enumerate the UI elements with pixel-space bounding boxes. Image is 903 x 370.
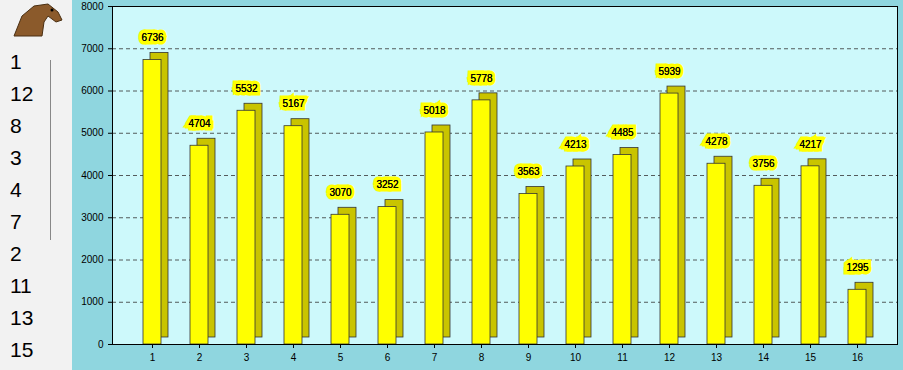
svg-text:1: 1 <box>150 352 156 363</box>
svg-text:6: 6 <box>385 352 391 363</box>
html-text:8: 8 <box>10 114 22 137</box>
svg-text:5018: 5018 <box>423 105 446 116</box>
svg-text:4278: 4278 <box>705 136 728 147</box>
svg-text:3756: 3756 <box>752 158 775 169</box>
svg-text:4485: 4485 <box>611 127 634 138</box>
svg-text:6000: 6000 <box>81 85 104 96</box>
svg-text:16: 16 <box>852 352 864 363</box>
svg-text:12: 12 <box>664 352 676 363</box>
svg-text:6736: 6736 <box>141 32 164 43</box>
svg-text:5018: 5018 <box>423 105 446 116</box>
svg-text:1295: 1295 <box>846 262 869 273</box>
svg-text:1000: 1000 <box>81 296 104 307</box>
svg-text:4000: 4000 <box>81 170 104 181</box>
svg-text:9: 9 <box>526 352 532 363</box>
svg-text:4213: 4213 <box>564 139 587 150</box>
svg-text:5778: 5778 <box>470 73 493 84</box>
svg-text:5167: 5167 <box>282 98 305 109</box>
svg-text:4213: 4213 <box>564 139 587 150</box>
svg-text:4704: 4704 <box>188 118 211 129</box>
svg-text:4: 4 <box>291 352 297 363</box>
svg-text:3000: 3000 <box>81 212 104 223</box>
svg-text:5: 5 <box>338 352 344 363</box>
svg-text:2: 2 <box>197 352 203 363</box>
svg-text:5778: 5778 <box>470 73 493 84</box>
svg-text:5000: 5000 <box>81 127 104 138</box>
svg-text:11: 11 <box>617 352 628 363</box>
svg-text:4485: 4485 <box>611 127 634 138</box>
svg-text:8000: 8000 <box>81 1 104 12</box>
svg-text:3070: 3070 <box>329 187 352 198</box>
html-text:7: 7 <box>10 210 22 233</box>
svg-text:5939: 5939 <box>658 66 681 77</box>
svg-text:3: 3 <box>244 352 250 363</box>
html-text:11: 11 <box>10 274 32 297</box>
svg-text:5167: 5167 <box>282 98 305 109</box>
svg-text:5532: 5532 <box>235 83 258 94</box>
svg-text:3756: 3756 <box>752 158 775 169</box>
svg-text:4278: 4278 <box>705 136 728 147</box>
svg-text:5532: 5532 <box>235 83 258 94</box>
svg-text:3252: 3252 <box>376 179 399 190</box>
svg-text:14: 14 <box>758 352 770 363</box>
svg-text:3252: 3252 <box>376 179 399 190</box>
svg-text:0: 0 <box>98 339 104 350</box>
html-text:13: 13 <box>10 306 34 329</box>
svg-text:2000: 2000 <box>81 254 104 265</box>
svg-text:10: 10 <box>570 352 582 363</box>
html-text:15: 15 <box>10 338 34 361</box>
html-text:2: 2 <box>10 242 22 265</box>
html-text:12: 12 <box>10 82 34 105</box>
svg-text:1295: 1295 <box>846 262 869 273</box>
svg-text:3070: 3070 <box>329 187 352 198</box>
svg-text:6736: 6736 <box>141 32 164 43</box>
svg-text:7000: 7000 <box>81 43 104 54</box>
svg-text:7: 7 <box>432 352 438 363</box>
svg-text:4704: 4704 <box>188 118 211 129</box>
html-text:1: 1 <box>10 50 22 73</box>
svg-text:8: 8 <box>479 352 485 363</box>
svg-text:13: 13 <box>711 352 723 363</box>
svg-text:3563: 3563 <box>517 166 540 177</box>
html-text:3: 3 <box>10 146 22 169</box>
svg-text:15: 15 <box>805 352 817 363</box>
html-text:4: 4 <box>10 178 22 201</box>
svg-text:4217: 4217 <box>799 139 822 150</box>
svg-text:3563: 3563 <box>517 166 540 177</box>
svg-text:5939: 5939 <box>658 66 681 77</box>
svg-text:4217: 4217 <box>799 139 822 150</box>
